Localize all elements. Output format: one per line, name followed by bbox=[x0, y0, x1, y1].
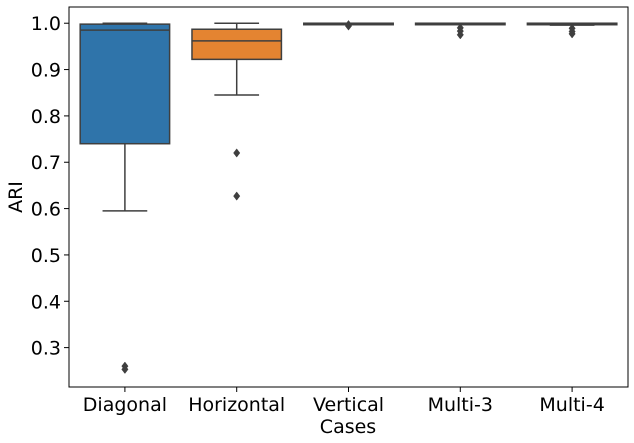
box-multi-3 bbox=[414, 22, 506, 40]
outlier-point bbox=[233, 148, 241, 158]
x-axis-ticks: Diagonal Horizontal Vertical Multi-3 Multi-4 bbox=[83, 387, 605, 416]
outlier-point bbox=[233, 191, 241, 201]
box-horizontal bbox=[191, 22, 283, 201]
y-tick-label: 1.0 bbox=[31, 13, 61, 35]
y-axis-ticks: 0.3 0.4 0.5 0.6 0.7 0.8 0.9 1.0 bbox=[31, 13, 69, 360]
y-tick-label: 0.7 bbox=[31, 152, 61, 174]
y-tick-label: 0.6 bbox=[31, 199, 61, 221]
box-multi-4 bbox=[526, 22, 618, 39]
box-series bbox=[79, 20, 618, 374]
y-tick-label: 0.9 bbox=[31, 60, 61, 82]
outlier-point bbox=[344, 21, 353, 31]
box-vertical bbox=[303, 20, 394, 31]
box-body bbox=[79, 23, 171, 145]
outlier-point bbox=[121, 364, 129, 374]
box-diagonal bbox=[79, 22, 171, 374]
x-tick-label: Vertical bbox=[313, 394, 384, 416]
x-tick-label: Multi-4 bbox=[539, 394, 604, 416]
y-tick-label: 0.4 bbox=[31, 291, 61, 313]
x-tick-label: Horizontal bbox=[188, 394, 285, 416]
y-tick-label: 0.8 bbox=[31, 106, 61, 128]
box-body bbox=[191, 28, 283, 61]
outlier-point bbox=[456, 30, 464, 40]
y-axis-title: ARI bbox=[5, 181, 27, 213]
outlier-point bbox=[568, 29, 576, 39]
y-tick-label: 0.5 bbox=[31, 245, 61, 267]
x-axis-title: Cases bbox=[320, 416, 376, 438]
y-tick-label: 0.3 bbox=[31, 338, 61, 360]
x-tick-label: Diagonal bbox=[83, 394, 167, 416]
x-tick-label: Multi-3 bbox=[428, 394, 493, 416]
